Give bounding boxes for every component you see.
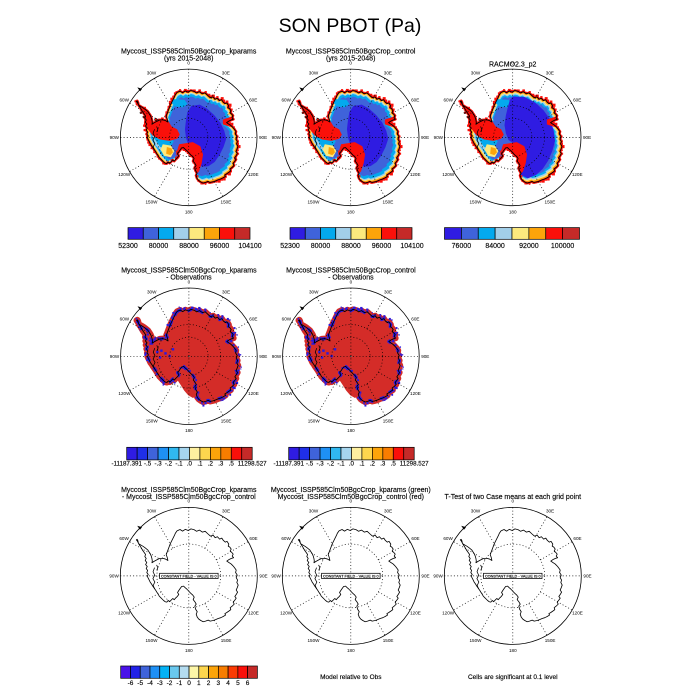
svg-text:CONSTANT FIELD - VALUE IS 0: CONSTANT FIELD - VALUE IS 0	[161, 574, 217, 578]
svg-text:.0: .0	[349, 461, 355, 468]
svg-text:.1: .1	[359, 461, 365, 468]
svg-text:- Observations: - Observations	[166, 275, 212, 282]
svg-text:.3: .3	[218, 461, 224, 468]
svg-text:Myccost_ISSP585Clm50BgcCrop_kp: Myccost_ISSP585Clm50BgcCrop_kparams	[121, 268, 257, 275]
svg-text:76000: 76000	[452, 243, 472, 250]
svg-text:-11187.391: -11187.391	[112, 461, 143, 468]
svg-text:11298.527: 11298.527	[238, 461, 267, 468]
svg-text:-2: -2	[167, 680, 173, 687]
svg-text:-.3: -.3	[316, 461, 324, 468]
svg-text:Myccost_ISSP585Clm50BgcCrop_co: Myccost_ISSP585Clm50BgcCrop_control (red…	[278, 494, 424, 501]
svg-text:-3: -3	[157, 680, 163, 687]
svg-text:-4: -4	[147, 680, 153, 687]
svg-text:CONSTANT FIELD - VALUE IS 0: CONSTANT FIELD - VALUE IS 0	[323, 574, 379, 578]
svg-text:.2: .2	[370, 461, 376, 468]
svg-text:80000: 80000	[149, 243, 169, 250]
svg-text:11298.527: 11298.527	[400, 461, 429, 468]
svg-text:SON PBOT (Pa): SON PBOT (Pa)	[279, 15, 422, 37]
svg-text:2: 2	[207, 680, 211, 687]
svg-text:Cells are significant at 0.1 l: Cells are significant at 0.1 level	[468, 674, 558, 681]
svg-text:96000: 96000	[372, 243, 392, 250]
svg-text:-.1: -.1	[337, 461, 345, 468]
svg-text:- Observations: - Observations	[328, 275, 374, 282]
svg-text:52300: 52300	[118, 243, 138, 250]
svg-text:104100: 104100	[400, 243, 423, 250]
svg-text:88000: 88000	[341, 243, 361, 250]
svg-text:0: 0	[187, 680, 191, 687]
svg-text:Model relative to Obs: Model relative to Obs	[320, 674, 382, 681]
svg-text:-.2: -.2	[327, 461, 335, 468]
svg-text:.1: .1	[197, 461, 203, 468]
svg-text:-.5: -.5	[144, 461, 152, 468]
svg-text:-.3: -.3	[154, 461, 162, 468]
svg-text:Myccost_ISSP585Clm50BgcCrop_kp: Myccost_ISSP585Clm50BgcCrop_kparams (gre…	[271, 487, 431, 494]
svg-text:-5: -5	[137, 680, 143, 687]
svg-text:-6: -6	[128, 680, 134, 687]
svg-text:.2: .2	[208, 461, 214, 468]
svg-text:84000: 84000	[485, 243, 505, 250]
svg-text:52300: 52300	[280, 243, 300, 250]
svg-text:-.2: -.2	[165, 461, 173, 468]
svg-text:Myccost_ISSP585Clm50BgcCrop_co: Myccost_ISSP585Clm50BgcCrop_control	[286, 268, 416, 275]
svg-text:Myccost_ISSP585Clm50BgcCrop_kp: Myccost_ISSP585Clm50BgcCrop_kparams	[121, 487, 257, 494]
svg-text:3: 3	[216, 680, 220, 687]
svg-text:.0: .0	[187, 461, 193, 468]
svg-text:80000: 80000	[311, 243, 331, 250]
svg-text:1: 1	[197, 680, 201, 687]
svg-text:.5: .5	[229, 461, 235, 468]
svg-text:88000: 88000	[179, 243, 199, 250]
svg-text:-.5: -.5	[306, 461, 314, 468]
svg-text:4: 4	[226, 680, 230, 687]
svg-text:92000: 92000	[519, 243, 539, 250]
svg-text:-.1: -.1	[175, 461, 183, 468]
svg-text:96000: 96000	[210, 243, 230, 250]
svg-text:-1: -1	[176, 680, 182, 687]
svg-text:(yrs 2015-2048): (yrs 2015-2048)	[164, 56, 213, 63]
svg-text:CONSTANT FIELD - VALUE IS 0: CONSTANT FIELD - VALUE IS 0	[485, 574, 541, 578]
svg-text:.3: .3	[380, 461, 386, 468]
svg-text:100000: 100000	[551, 243, 574, 250]
svg-text:104100: 104100	[238, 243, 261, 250]
svg-text:Myccost_ISSP585Clm50BgcCrop_kp: Myccost_ISSP585Clm50BgcCrop_kparams	[121, 49, 257, 56]
svg-text:-11187.391: -11187.391	[274, 461, 305, 468]
svg-text:T-Test of two Case means at ea: T-Test of two Case means at each grid po…	[445, 494, 582, 501]
svg-text:5: 5	[236, 680, 240, 687]
svg-text:Myccost_ISSP585Clm50BgcCrop_co: Myccost_ISSP585Clm50BgcCrop_control	[286, 49, 416, 56]
svg-text:- Myccost_ISSP585Clm50BgcCrop_: - Myccost_ISSP585Clm50BgcCrop_control	[122, 494, 256, 501]
svg-text:.5: .5	[391, 461, 397, 468]
svg-text:6: 6	[246, 680, 250, 687]
svg-text:(yrs 2015-2048): (yrs 2015-2048)	[326, 56, 375, 63]
